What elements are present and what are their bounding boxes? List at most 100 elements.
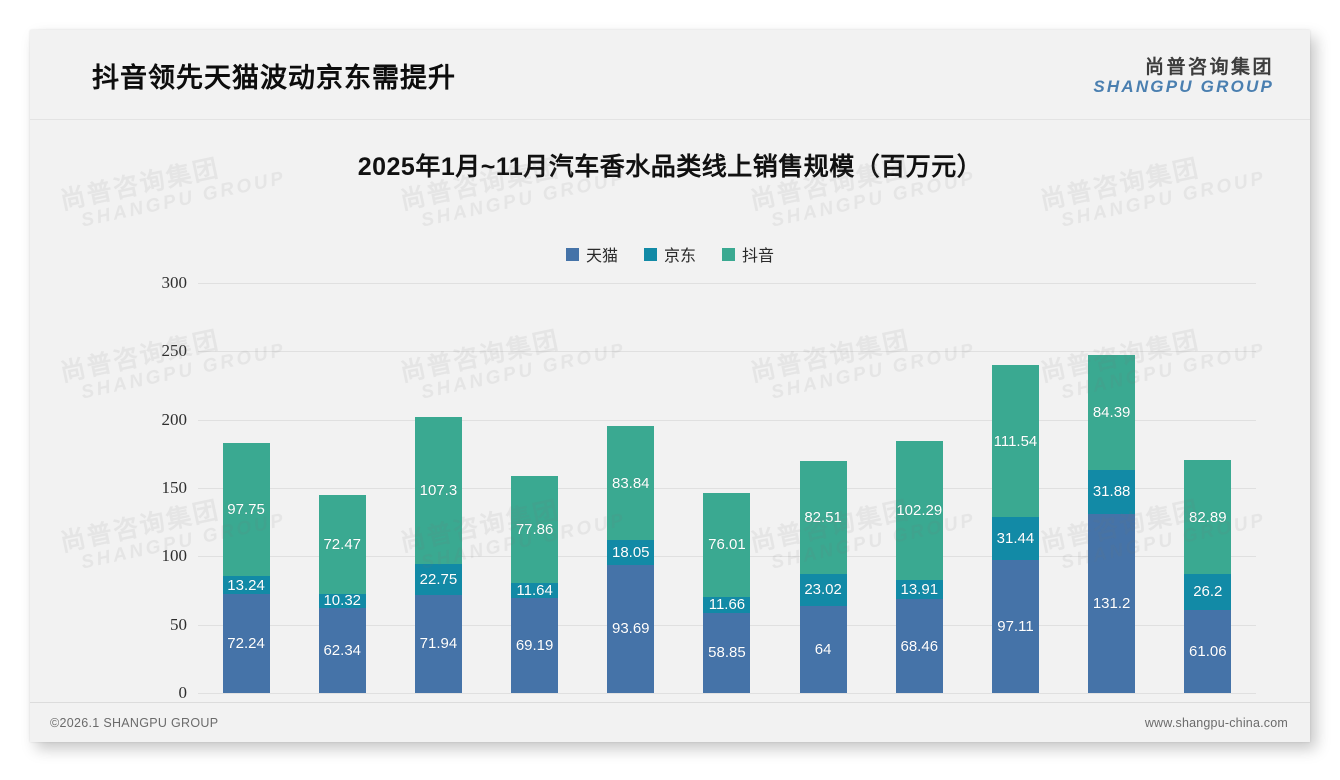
bar-value-label: 71.94 (419, 635, 458, 653)
gridline (198, 283, 1256, 284)
slide-card: 抖音领先天猫波动京东需提升 尚普咨询集团 SHANGPU GROUP 尚普咨询集… (30, 30, 1310, 742)
bar-segment-抖音[interactable]: 84.39 (1088, 354, 1136, 471)
bar-segment-天猫[interactable]: 131.2 (1088, 513, 1136, 693)
y-axis-tick-label: 300 (161, 273, 188, 292)
y-axis-tick-label: 250 (161, 341, 188, 361)
y-axis-tick-label: 200 (161, 409, 188, 429)
logo-english-text: SHANGPU GROUP (1093, 76, 1274, 96)
bar-value-label: 10.32 (323, 592, 362, 610)
legend-item-抖音[interactable]: 抖音 (722, 242, 774, 266)
bar-segment-京东[interactable]: 22.75 (414, 563, 462, 595)
bar-segment-天猫[interactable]: 58.85 (703, 612, 751, 693)
legend-label: 天猫 (585, 248, 618, 265)
bar-segment-京东[interactable]: 23.02 (799, 574, 847, 606)
bar-value-label: 22.75 (419, 570, 458, 588)
gridline (198, 488, 1256, 489)
bar-value-label: 64 (814, 640, 832, 658)
bar-value-label: 58.85 (708, 644, 746, 662)
chart-legend: 天猫 京东 抖音 (30, 242, 1310, 266)
bar-segment-天猫[interactable]: 97.11 (991, 560, 1039, 693)
bar-segment-天猫[interactable]: 72.24 (222, 594, 270, 693)
bar-value-label: 31.88 (1092, 483, 1131, 501)
bar-value-label: 97.11 (997, 618, 1034, 636)
bar-value-label: 82.51 (804, 509, 842, 527)
bar-value-label: 97.75 (227, 500, 265, 518)
bar-segment-天猫[interactable]: 93.69 (607, 564, 655, 693)
bar-value-label: 76.01 (708, 536, 746, 554)
logo-chinese-text: 尚普咨询集团 (1144, 57, 1274, 78)
bar-value-label: 26.2 (1193, 583, 1223, 601)
bar-value-label: 84.39 (1092, 403, 1131, 421)
y-axis-tick-label: 100 (161, 546, 188, 566)
bar-value-label: 31.44 (996, 530, 1035, 548)
bar-value-label: 13.91 (900, 581, 939, 599)
y-axis-tick-label: 0 (178, 683, 188, 702)
bar-segment-天猫[interactable]: 71.94 (414, 594, 462, 693)
footer-copyright: ©2026.1 SHANGPU GROUP (50, 716, 219, 730)
bar-segment-抖音[interactable]: 72.47 (318, 494, 366, 594)
legend-item-天猫[interactable]: 天猫 (565, 242, 618, 266)
bar-value-label: 69.19 (515, 637, 554, 655)
bar-value-label: 68.46 (900, 637, 939, 655)
bar-value-label: 102.29 (896, 502, 943, 520)
page-title: 抖音领先天猫波动京东需提升 (92, 63, 456, 93)
bar-value-label: 107.3 (419, 481, 458, 499)
bar-segment-天猫[interactable]: 64 (799, 605, 847, 693)
bar-segment-抖音[interactable]: 82.89 (1184, 460, 1232, 574)
bar-segment-京东[interactable]: 31.88 (1088, 470, 1136, 514)
chart-title: 2025年1月~11月汽车香水品类线上销售规模（百万元） (357, 153, 983, 181)
bar-segment-天猫[interactable]: 61.06 (1184, 609, 1232, 693)
bar-segment-抖音[interactable]: 77.86 (511, 476, 559, 583)
legend-swatch-icon (643, 247, 657, 261)
bar-value-label: 61.06 (1189, 642, 1227, 660)
brand-logo: 尚普咨询集团 SHANGPU GROUP (1093, 58, 1274, 96)
bar-value-label: 83.84 (611, 474, 650, 492)
bar-value-label: 11.64 (516, 582, 553, 599)
bar-value-label: 18.05 (611, 544, 650, 562)
legend-label: 京东 (663, 248, 696, 265)
bar-segment-天猫[interactable]: 69.19 (511, 598, 559, 693)
bar-series-container: 97.7513.2472.24M172.4710.3262.34M2107.32… (198, 283, 1256, 724)
chart-body: 尚普咨询集团 SHANGPU GROUP 尚普咨询集团 SHANGPU GROUP 尚普… (30, 120, 1310, 724)
bar-value-label: 23.02 (804, 581, 842, 599)
bar-segment-京东[interactable]: 11.64 (511, 582, 559, 599)
bar-segment-抖音[interactable]: 111.54 (991, 364, 1039, 518)
slide-header: 抖音领先天猫波动京东需提升 尚普咨询集团 SHANGPU GROUP (30, 30, 1310, 120)
bar-value-label: 72.24 (227, 635, 265, 653)
bar-segment-京东[interactable]: 18.05 (607, 540, 655, 565)
bar-segment-京东[interactable]: 10.32 (318, 592, 366, 610)
bar-segment-京东[interactable]: 31.44 (991, 517, 1039, 561)
bar-segment-抖音[interactable]: 97.75 (222, 442, 270, 577)
bar-value-label: 11.66 (708, 596, 746, 614)
legend-item-京东[interactable]: 京东 (643, 242, 696, 266)
bar-segment-抖音[interactable]: 102.29 (895, 440, 943, 581)
bar-segment-京东[interactable]: 13.24 (222, 576, 270, 595)
bar-segment-抖音[interactable]: 82.51 (799, 461, 847, 575)
bar-segment-天猫[interactable]: 62.34 (318, 607, 366, 693)
bar-segment-抖音[interactable]: 76.01 (703, 492, 751, 597)
gridline (198, 419, 1256, 421)
bar-value-label: 93.69 (611, 620, 650, 638)
bar-segment-抖音[interactable]: 83.84 (607, 425, 655, 541)
bar-segment-京东[interactable]: 26.2 (1184, 573, 1232, 610)
slide-footer: ©2026.1 SHANGPU GROUP www.shangpu-china.… (30, 702, 1310, 742)
bar-segment-天猫[interactable]: 68.46 (895, 599, 943, 693)
bar-segment-抖音[interactable]: 107.3 (414, 416, 462, 564)
bar-segment-京东[interactable]: 13.91 (895, 580, 943, 600)
bar-value-label: 13.24 (227, 576, 265, 594)
bar-segment-京东[interactable]: 11.66 (703, 596, 751, 614)
y-axis-tick-label: 150 (161, 478, 188, 497)
legend-swatch-icon (722, 247, 735, 261)
